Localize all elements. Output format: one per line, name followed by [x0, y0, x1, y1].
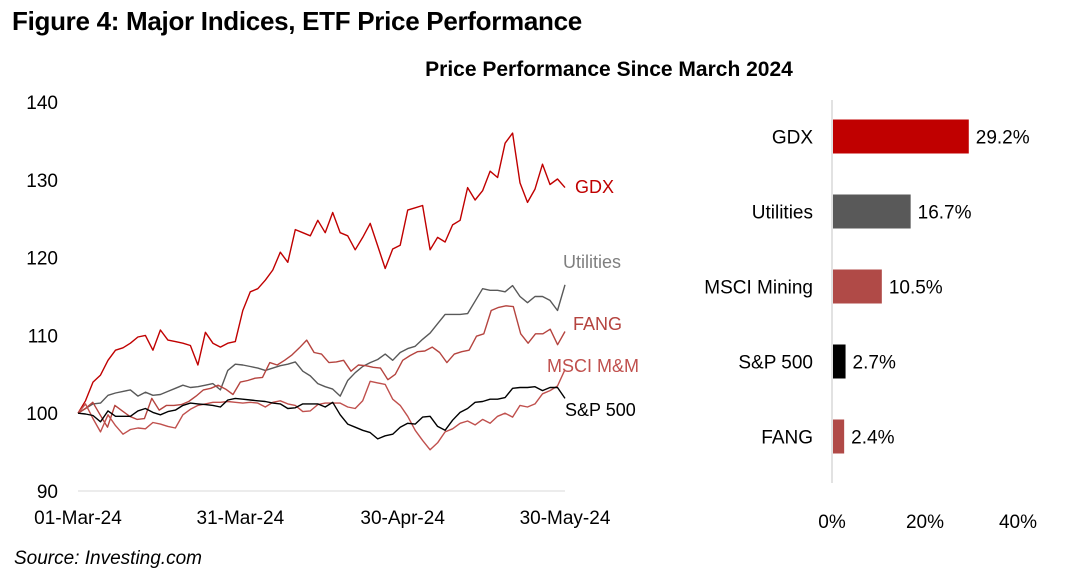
series-line-s-p-500 [77, 386, 566, 440]
line-chart-x-ticks: 01-Mar-24 31-Mar-24 30-Apr-24 30-May-24 [34, 508, 611, 529]
bar-chart-categories: GDX Utilities MSCI Mining S&P 500 FANG [704, 128, 813, 449]
bar-value-label-fang: 2.4% [851, 428, 894, 449]
x-tick-label-3: 30-May-24 [520, 508, 611, 529]
chart-title: Price Performance Since March 2024 [425, 58, 793, 81]
bar-x-tick-label-2: 40% [999, 512, 1037, 533]
source-note: Source: Investing.com [14, 548, 202, 569]
bar-s-p-500 [833, 344, 846, 379]
bar-category-gdx: GDX [772, 128, 814, 149]
bar-utilities [833, 194, 911, 229]
y-tick-label-120: 120 [26, 249, 58, 270]
bar-chart: GDX Utilities MSCI Mining S&P 500 FANG 29.2%… [704, 100, 1037, 533]
bar-category-msci-mining: MSCI Mining [704, 278, 813, 299]
bar-value-label-gdx: 29.2% [976, 128, 1030, 149]
bar-x-tick-label-1: 20% [906, 512, 944, 533]
bar-value-label-utilities: 16.7% [918, 203, 972, 224]
series-line-fang [77, 305, 566, 428]
bar-msci-mining [833, 269, 882, 304]
x-tick-label-2: 30-Apr-24 [360, 508, 445, 529]
series-label-utilities: Utilities [563, 252, 621, 272]
bar-category-utilities: Utilities [752, 203, 813, 224]
bar-chart-x-ticks: 0% 20% 40% [818, 512, 1037, 533]
y-tick-label-140: 140 [26, 93, 58, 114]
bar-category-s-p-500: S&P 500 [738, 353, 813, 374]
bar-fang [833, 419, 845, 454]
series-label-s-p-500: S&P 500 [565, 400, 636, 420]
line-chart-series [77, 132, 566, 451]
bar-chart-bars [833, 119, 969, 454]
series-line-msci-m-m [77, 369, 566, 451]
y-tick-label-110: 110 [28, 326, 58, 347]
bar-gdx [833, 119, 969, 154]
bar-value-label-s-p-500: 2.7% [853, 353, 896, 374]
y-tick-label-90: 90 [37, 482, 58, 503]
bar-value-label-msci-mining: 10.5% [889, 278, 943, 299]
line-chart: 90 100 110 120 130 140 01-Mar-24 31-Mar-24 30-A… [26, 93, 639, 529]
x-tick-label-1: 31-Mar-24 [197, 508, 285, 529]
series-line-utilities [77, 284, 566, 414]
figure-title: Figure 4: Major Indices, ETF Price Perfo… [12, 6, 582, 36]
x-tick-label-0: 01-Mar-24 [34, 508, 122, 529]
line-chart-series-labels: GDX Utilities FANG MSCI M&M S&P 500 [547, 177, 639, 420]
y-tick-label-100: 100 [26, 404, 58, 425]
y-tick-label-130: 130 [26, 171, 58, 192]
line-chart-y-ticks: 90 100 110 120 130 140 [26, 93, 58, 503]
series-line-gdx [77, 132, 566, 414]
bar-x-tick-label-0: 0% [818, 512, 846, 533]
series-label-gdx: GDX [575, 177, 614, 197]
series-label-msci-m-m: MSCI M&M [547, 356, 639, 376]
series-label-fang: FANG [573, 314, 622, 334]
bar-chart-value-labels: 29.2% 16.7% 10.5% 2.7% 2.4% [851, 128, 1030, 449]
bar-category-fang: FANG [761, 428, 813, 449]
